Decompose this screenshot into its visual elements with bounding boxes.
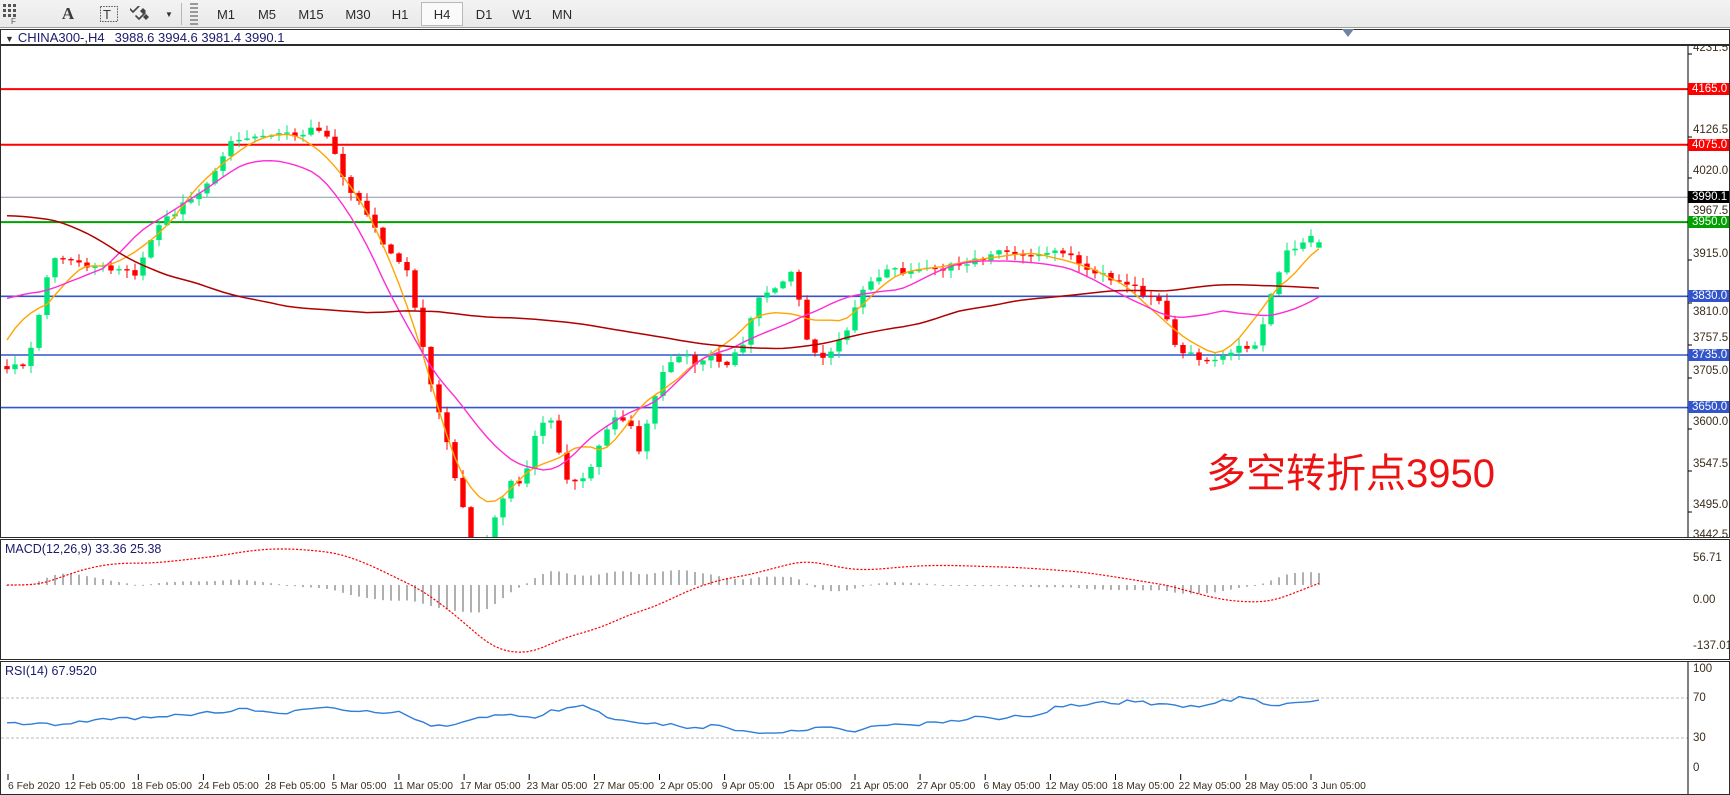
svg-text:T: T: [103, 7, 111, 22]
svg-text:F: F: [11, 17, 16, 24]
